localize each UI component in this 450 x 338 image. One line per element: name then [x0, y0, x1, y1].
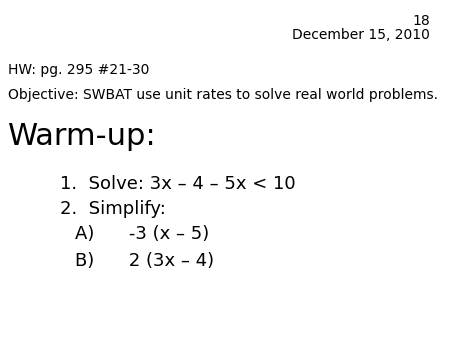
- Text: HW: pg. 295 #21-30: HW: pg. 295 #21-30: [8, 63, 149, 77]
- Text: B)      2 (3x – 4): B) 2 (3x – 4): [75, 252, 214, 270]
- Text: 2.  Simplify:: 2. Simplify:: [60, 200, 166, 218]
- Text: 18: 18: [412, 14, 430, 28]
- Text: A)      -3 (x – 5): A) -3 (x – 5): [75, 225, 209, 243]
- Text: December 15, 2010: December 15, 2010: [292, 28, 430, 42]
- Text: 1.  Solve: 3x – 4 – 5x < 10: 1. Solve: 3x – 4 – 5x < 10: [60, 175, 296, 193]
- Text: Objective: SWBAT use unit rates to solve real world problems.: Objective: SWBAT use unit rates to solve…: [8, 88, 438, 102]
- Text: Warm-up:: Warm-up:: [8, 122, 157, 151]
